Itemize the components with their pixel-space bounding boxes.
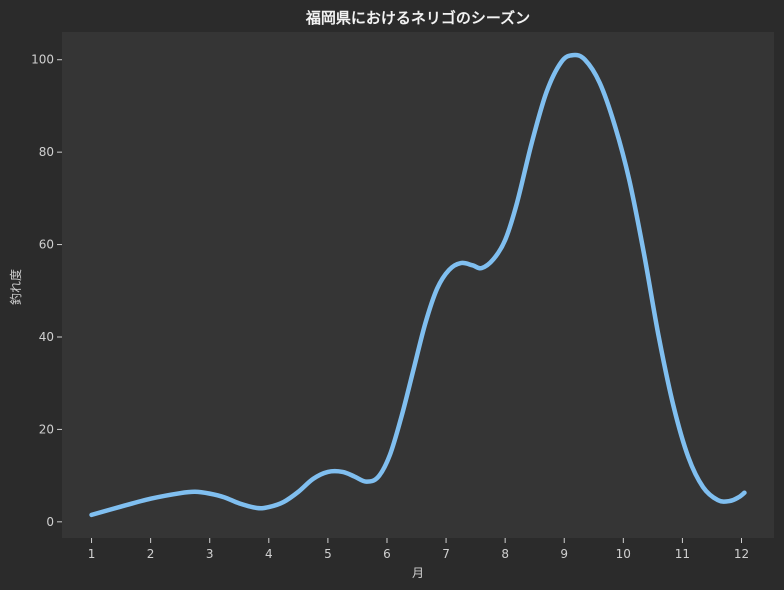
x-tick-label: 7: [442, 547, 450, 561]
y-axis-label: 釣れ度: [8, 269, 23, 305]
series-line: [89, 52, 747, 518]
y-tick-label: 80: [39, 145, 54, 159]
y-tick-label: 20: [39, 422, 54, 436]
x-tick-label: 3: [206, 547, 214, 561]
x-tick-label: 8: [501, 547, 509, 561]
y-tick-label: 60: [39, 238, 54, 252]
x-tick-label: 5: [324, 547, 332, 561]
plot-area: [62, 32, 774, 538]
y-tick-label: 100: [31, 53, 54, 67]
chart-title: 福岡県におけるネリゴのシーズン: [305, 9, 530, 27]
x-tick-label: 6: [383, 547, 391, 561]
x-tick-label: 2: [147, 547, 155, 561]
x-tick-label: 9: [560, 547, 568, 561]
x-tick-label: 11: [675, 547, 690, 561]
y-tick-label: 40: [39, 330, 54, 344]
x-tick-label: 1: [88, 547, 96, 561]
x-tick-label: 4: [265, 547, 273, 561]
x-axis-ticks: 1 2 3 4 5 6 7 8 9 10 11 12: [88, 538, 749, 561]
y-axis-ticks: 0 20 40 60 80 100: [31, 53, 62, 529]
x-tick-label: 10: [616, 547, 631, 561]
y-tick-label: 0: [46, 515, 54, 529]
x-axis-label: 月: [412, 566, 424, 580]
x-tick-label: 12: [734, 547, 749, 561]
